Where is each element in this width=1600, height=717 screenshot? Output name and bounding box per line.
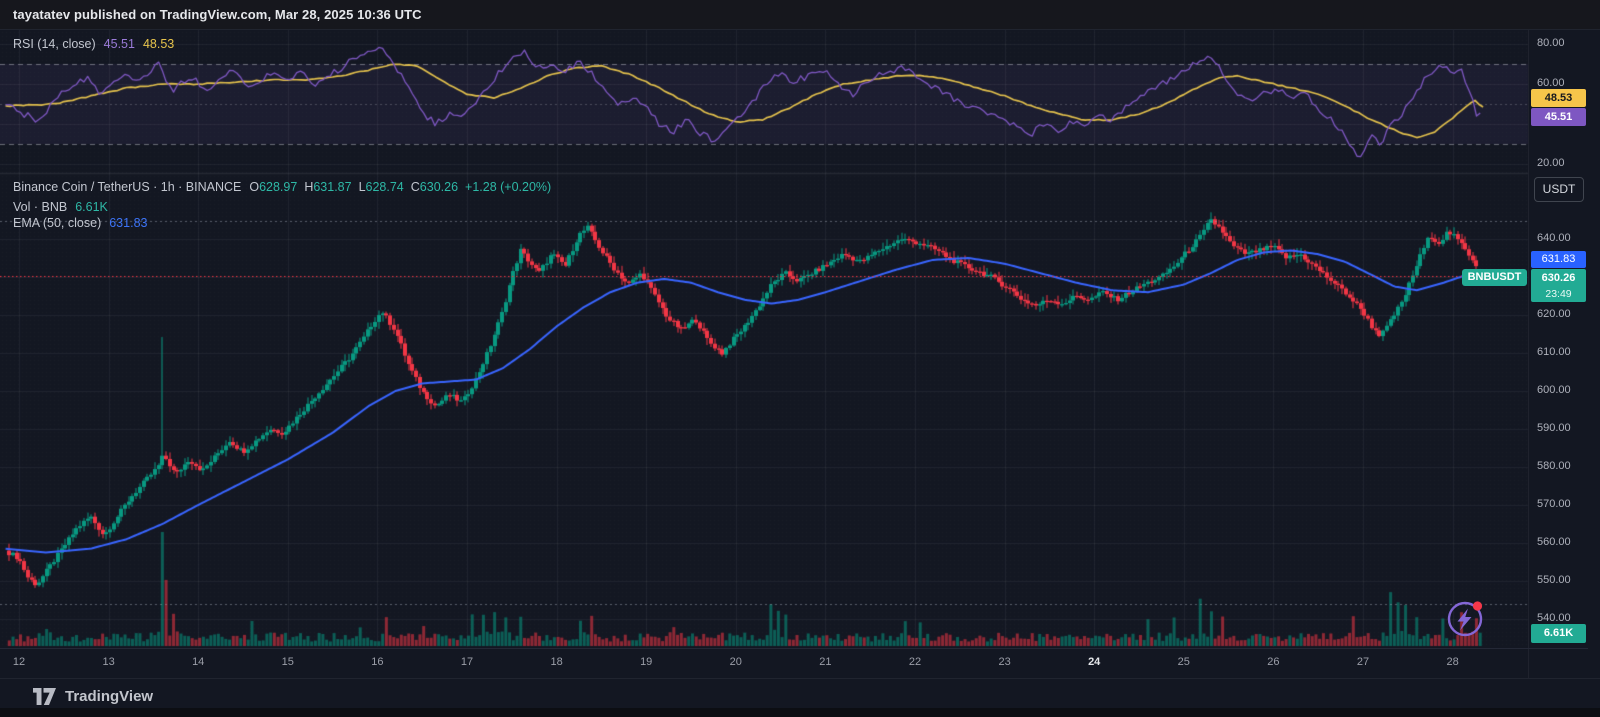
close-label: C [410,180,420,194]
time-axis-label: 12 [12,656,26,668]
price-axis-tick: 600.00 [1537,384,1571,396]
rsi-axis-tick: 20.00 [1537,157,1565,169]
time-axis-label: 18 [550,656,563,668]
price-axis-tick: 560.00 [1537,536,1571,548]
symbol-title: Binance Coin / TetherUS · 1h · BINANCE [13,180,242,194]
price-axis-tick: 580.00 [1537,460,1571,472]
high-label: H [304,180,314,194]
time-axis-label: 13 [102,656,115,668]
price-axis-tick: 540.00 [1537,612,1571,624]
time-axis[interactable]: 12 13 14 15 16 17 18 19 20 21 22 23 24 25 26 27 28 [0,648,1588,678]
chart-canvas[interactable] [0,30,1588,648]
time-axis-label: 23 [998,656,1011,668]
price-axis-tick: 640.00 [1537,232,1571,244]
volume-value: 6.61K [75,200,108,214]
tradingview-brand-text: TradingView [65,688,154,705]
price-axis-tick: 550.00 [1537,574,1571,586]
bottom-strip [0,708,1600,717]
rsi-badge: 45.51 [1531,108,1586,126]
time-axis-label: 25 [1177,656,1190,668]
time-axis-label: 24 [1088,656,1101,668]
publish-header: tayatatev published on TradingView.com, … [0,0,1600,30]
time-axis-label: 19 [640,656,653,668]
time-axis-label: 14 [192,656,205,668]
open-label: O [249,180,260,194]
symbol-price-label: BNBUSDT [1462,269,1527,286]
rsi-ma-badge: 48.53 [1531,89,1586,107]
low-value: 628.74 [365,180,404,194]
price-axis-tick: 610.00 [1537,346,1571,358]
time-axis-label: 16 [371,656,384,668]
time-axis-label: 21 [819,656,832,668]
ema-legend: EMA (50, close) 631.83 [13,216,147,230]
rsi-axis-tick: 60.00 [1537,77,1565,89]
time-axis-label: 28 [1446,656,1459,668]
time-axis-label: 17 [460,656,474,668]
rsi-value: 45.51 [103,37,135,51]
price-axis-tick: 620.00 [1537,308,1571,320]
time-axis-label: 26 [1267,656,1280,668]
high-value: 631.87 [313,180,352,194]
currency-toggle-button[interactable]: USDT [1534,177,1584,202]
ema-price-badge: 631.83 [1531,251,1586,268]
rsi-legend-title: RSI (14, close) [13,37,96,51]
volume-badge: 6.61K [1531,624,1586,643]
change-value: +1.28 (+0.20%) [465,180,552,194]
time-axis-label: 22 [908,656,922,668]
time-axis-label: 27 [1356,656,1370,668]
symbol-legend: Binance Coin / TetherUS · 1h · BINANCE O6… [13,180,551,194]
open-value: 628.97 [259,180,298,194]
last-price-badge: 630.26 23:49 [1531,269,1586,302]
rsi-axis-tick: 80.00 [1537,37,1565,49]
last-price-value: 630.26 [1541,272,1576,284]
time-axis-label: 15 [281,656,294,668]
tradingview-logo-icon [33,688,56,705]
volume-legend: Vol · BNB 6.61K [13,200,108,214]
ema-label: EMA (50, close) [13,216,102,230]
ema-value: 631.83 [109,216,148,230]
publish-header-text: tayatatev published on TradingView.com, … [13,7,422,22]
price-axis-tick: 590.00 [1537,422,1571,434]
rsi-legend: RSI (14, close) 45.51 48.53 [13,37,174,51]
time-axis-label: 20 [729,656,742,668]
low-label: L [358,180,366,194]
volume-label: Vol · BNB [13,200,68,214]
tradingview-brand[interactable]: TradingView [33,688,153,705]
lightning-icon [1444,597,1486,639]
bar-countdown: 23:49 [1545,288,1572,300]
price-axis-separator [1528,30,1529,678]
close-value: 630.26 [419,180,459,194]
price-axis-tick: 570.00 [1537,498,1571,510]
rsi-ma-value: 48.53 [142,37,175,51]
